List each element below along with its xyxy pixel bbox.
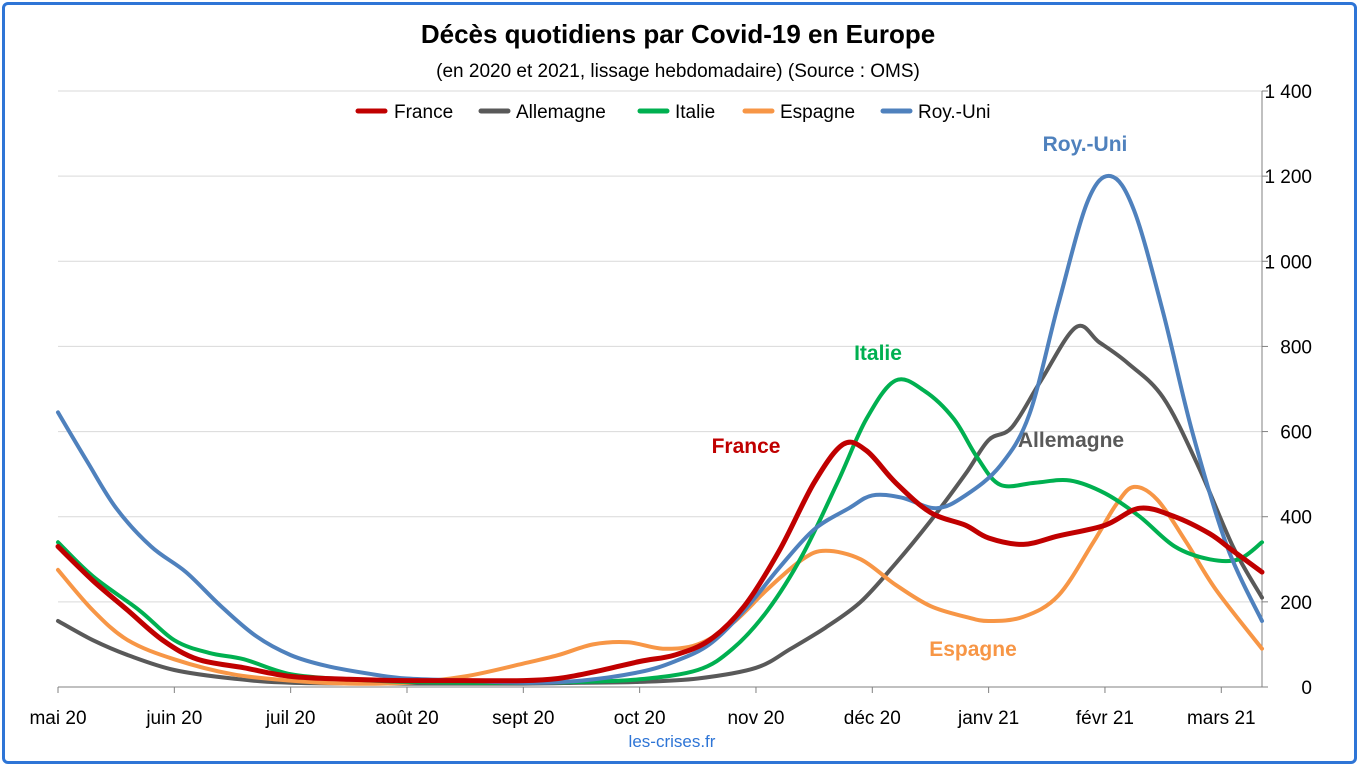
series-line-france [55, 439, 1265, 684]
annotation-label: Allemagne [1018, 429, 1124, 452]
x-tick-label: mars 21 [1187, 708, 1256, 729]
legend-label: Roy.-Uni [918, 102, 991, 123]
x-tick-label: juin 20 [145, 708, 202, 729]
x-tick-label: mai 20 [29, 708, 86, 729]
x-tick-label: oct 20 [614, 708, 666, 729]
legend: France Allemagne Italie Espagne Roy.-Uni [355, 102, 991, 123]
y-tick-label: 800 [1280, 337, 1312, 358]
x-tick-label: févr 21 [1076, 708, 1134, 729]
y-tick-label: 400 [1280, 508, 1312, 529]
annotation-label: Italie [854, 342, 902, 365]
y-tick-label: 1 200 [1264, 167, 1312, 188]
gridlines [58, 90, 1268, 688]
y-tick-labels: 0 200 400 600 800 1 000 1 200 1 400 [1264, 82, 1312, 699]
series-lines [55, 173, 1265, 686]
legend-label: France [394, 102, 453, 123]
x-tick-label: nov 20 [727, 708, 784, 729]
y-tick-label: 1 000 [1264, 252, 1312, 273]
legend-label: Italie [675, 102, 715, 123]
annotation-label: France [712, 435, 781, 458]
x-tick-label: déc 20 [844, 708, 901, 729]
series-line-roy-uni [56, 173, 1264, 685]
x-tick-label: sept 20 [492, 708, 554, 729]
source-note: les-crises.fr [629, 732, 716, 751]
axes [58, 91, 1263, 688]
x-tick-label: janv 21 [957, 708, 1019, 729]
y-tick-label: 1 400 [1264, 82, 1312, 103]
series-line-espagne [56, 484, 1264, 686]
legend-label: Allemagne [516, 102, 606, 123]
legend-label: Espagne [780, 102, 855, 123]
y-tick-label: 200 [1280, 593, 1312, 614]
y-tick-label: 0 [1301, 678, 1312, 699]
chart-subtitle: (en 2020 et 2021, lissage hebdomadaire) … [436, 61, 920, 82]
x-tick-labels: mai 20 juin 20 juil 20 août 20 sept 20 oct 20… [29, 687, 1256, 729]
annotation-label: Roy.-Uni [1043, 133, 1128, 156]
series-line-italie [56, 377, 1264, 685]
y-tick-label: 600 [1280, 423, 1312, 444]
series-annotations: France Italie Allemagne Espagne Roy.-Uni [712, 133, 1128, 661]
series-line-allemagne [56, 323, 1264, 686]
annotation-label: Espagne [929, 638, 1017, 661]
x-tick-label: juil 20 [265, 708, 316, 729]
x-tick-label: août 20 [375, 708, 438, 729]
chart-title: Décès quotidiens par Covid-19 en Europe [421, 19, 935, 49]
